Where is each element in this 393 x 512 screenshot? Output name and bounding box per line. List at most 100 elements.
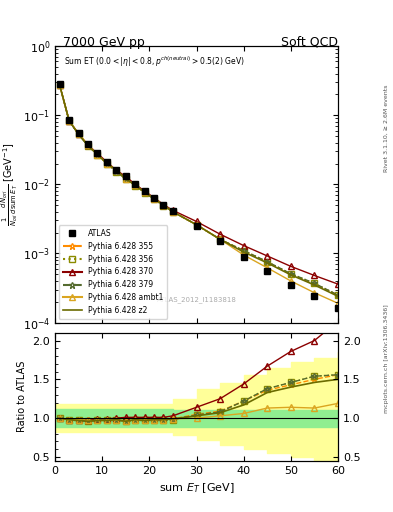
Pythia 6.428 379 xyxy=(57,82,62,89)
Pythia 6.428 356 xyxy=(152,196,156,202)
Pythia 6.428 370 xyxy=(218,231,222,237)
Pythia 6.428 ambt1 xyxy=(241,252,246,258)
Pythia 6.428 370 xyxy=(105,159,109,165)
ATLAS xyxy=(67,117,72,123)
Pythia 6.428 z2 xyxy=(218,236,222,242)
Pythia 6.428 355 xyxy=(95,152,100,158)
Pythia 6.428 379 xyxy=(241,247,246,253)
ATLAS xyxy=(218,238,222,244)
Pythia 6.428 355 xyxy=(241,247,246,253)
Text: ATLAS_2012_I1183818: ATLAS_2012_I1183818 xyxy=(156,296,237,303)
Pythia 6.428 379 xyxy=(105,160,109,166)
Pythia 6.428 z2 xyxy=(105,160,109,166)
ATLAS xyxy=(152,195,156,201)
X-axis label: sum $E_T$ [GeV]: sum $E_T$ [GeV] xyxy=(159,481,234,495)
Pythia 6.428 356 xyxy=(57,82,62,89)
Pythia 6.428 379 xyxy=(76,131,81,137)
Pythia 6.428 370 xyxy=(86,142,90,148)
Line: Pythia 6.428 355: Pythia 6.428 355 xyxy=(57,82,341,298)
Pythia 6.428 356 xyxy=(86,143,90,149)
Pythia 6.428 379 xyxy=(288,270,293,276)
Line: Pythia 6.428 379: Pythia 6.428 379 xyxy=(57,82,341,298)
Text: Rivet 3.1.10, ≥ 2.6M events: Rivet 3.1.10, ≥ 2.6M events xyxy=(384,84,389,172)
Pythia 6.428 370 xyxy=(114,167,119,173)
Pythia 6.428 379 xyxy=(218,236,222,242)
ATLAS xyxy=(288,282,293,288)
Pythia 6.428 ambt1 xyxy=(161,202,166,208)
Pythia 6.428 370 xyxy=(194,219,199,225)
Pythia 6.428 z2 xyxy=(152,196,156,202)
Line: Pythia 6.428 z2: Pythia 6.428 z2 xyxy=(60,86,338,296)
Pythia 6.428 370 xyxy=(57,82,62,89)
Pythia 6.428 356 xyxy=(336,292,340,298)
Pythia 6.428 379 xyxy=(336,292,340,298)
Pythia 6.428 356 xyxy=(142,189,147,196)
ATLAS xyxy=(336,305,340,311)
Text: Soft QCD: Soft QCD xyxy=(281,36,338,49)
Pythia 6.428 z2 xyxy=(95,152,100,158)
Pythia 6.428 356 xyxy=(105,160,109,166)
Pythia 6.428 ambt1 xyxy=(123,176,128,182)
ATLAS xyxy=(142,188,147,195)
Pythia 6.428 370 xyxy=(152,195,156,201)
Pythia 6.428 356 xyxy=(171,209,175,215)
Pythia 6.428 ambt1 xyxy=(95,152,100,158)
Text: Sum ET $(0.0 < |\eta| < 0.8, p^{ch(neutral)} > 0.5(2)$ GeV): Sum ET $(0.0 < |\eta| < 0.8, p^{ch(neutr… xyxy=(64,54,244,69)
Pythia 6.428 355 xyxy=(265,259,270,265)
Legend: ATLAS, Pythia 6.428 355, Pythia 6.428 356, Pythia 6.428 370, Pythia 6.428 379, P: ATLAS, Pythia 6.428 355, Pythia 6.428 35… xyxy=(59,225,167,319)
Pythia 6.428 z2 xyxy=(133,182,138,188)
Pythia 6.428 z2 xyxy=(161,202,166,208)
Pythia 6.428 z2 xyxy=(288,272,293,278)
Pythia 6.428 356 xyxy=(161,203,166,209)
Pythia 6.428 355 xyxy=(218,236,222,242)
Pythia 6.428 370 xyxy=(171,207,175,214)
Pythia 6.428 370 xyxy=(76,131,81,137)
ATLAS xyxy=(312,293,317,300)
Y-axis label: Ratio to ATLAS: Ratio to ATLAS xyxy=(17,361,27,433)
Text: 7000 GeV pp: 7000 GeV pp xyxy=(63,36,145,49)
Pythia 6.428 ambt1 xyxy=(312,290,317,296)
ATLAS xyxy=(76,130,81,136)
Pythia 6.428 355 xyxy=(114,167,119,173)
Pythia 6.428 z2 xyxy=(241,249,246,255)
Pythia 6.428 ambt1 xyxy=(288,278,293,284)
Pythia 6.428 379 xyxy=(67,118,72,124)
Pythia 6.428 ambt1 xyxy=(142,189,147,195)
ATLAS xyxy=(57,81,62,88)
Pythia 6.428 370 xyxy=(161,201,166,207)
Pythia 6.428 z2 xyxy=(171,209,175,215)
Pythia 6.428 379 xyxy=(194,222,199,228)
Pythia 6.428 356 xyxy=(241,247,246,253)
Pythia 6.428 356 xyxy=(218,236,222,242)
Pythia 6.428 355 xyxy=(67,118,72,124)
ATLAS xyxy=(114,167,119,173)
Pythia 6.428 356 xyxy=(194,222,199,228)
Pythia 6.428 355 xyxy=(288,271,293,278)
Pythia 6.428 379 xyxy=(86,143,90,149)
Pythia 6.428 ambt1 xyxy=(105,160,109,166)
ATLAS xyxy=(133,181,138,187)
Pythia 6.428 355 xyxy=(123,176,128,182)
Pythia 6.428 ambt1 xyxy=(86,142,90,148)
Pythia 6.428 379 xyxy=(161,203,166,209)
Pythia 6.428 ambt1 xyxy=(336,300,340,306)
Pythia 6.428 379 xyxy=(265,259,270,265)
Pythia 6.428 ambt1 xyxy=(133,182,138,188)
Pythia 6.428 355 xyxy=(142,189,147,195)
Pythia 6.428 z2 xyxy=(194,222,199,228)
Pythia 6.428 z2 xyxy=(265,260,270,266)
Pythia 6.428 ambt1 xyxy=(114,167,119,173)
Pythia 6.428 z2 xyxy=(67,118,72,124)
Pythia 6.428 z2 xyxy=(123,176,128,182)
Pythia 6.428 356 xyxy=(312,280,317,286)
Pythia 6.428 370 xyxy=(95,151,100,157)
Pythia 6.428 ambt1 xyxy=(171,209,175,215)
ATLAS xyxy=(171,208,175,214)
Line: Pythia 6.428 356: Pythia 6.428 356 xyxy=(57,82,341,298)
Pythia 6.428 370 xyxy=(142,188,147,194)
Pythia 6.428 356 xyxy=(114,169,119,175)
Line: Pythia 6.428 ambt1: Pythia 6.428 ambt1 xyxy=(57,82,341,306)
ATLAS xyxy=(265,268,270,274)
Pythia 6.428 z2 xyxy=(142,189,147,195)
Pythia 6.428 355 xyxy=(312,281,317,287)
